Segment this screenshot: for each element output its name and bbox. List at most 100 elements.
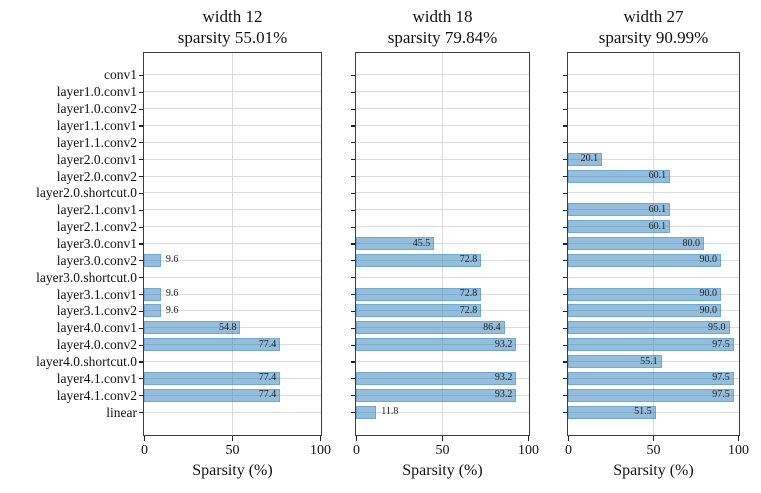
- gridline-horizontal: [356, 209, 529, 211]
- gridline-horizontal: [568, 226, 739, 228]
- y-tick-mark: [138, 192, 143, 195]
- y-tick-mark: [138, 293, 143, 296]
- gridline-horizontal: [144, 361, 321, 362]
- gridline-horizontal: [144, 108, 321, 110]
- bar-value-label: 11.8: [381, 406, 399, 418]
- bar-value-label: 90.0: [699, 288, 718, 300]
- y-tick-label: layer2.0.conv1: [56, 151, 137, 167]
- bar: [144, 388, 281, 402]
- gridline-horizontal: [568, 394, 739, 396]
- y-tick-label: layer3.0.conv1: [56, 236, 137, 251]
- bar: [356, 304, 482, 318]
- gridline-horizontal: [356, 226, 529, 228]
- bar-value-label: 80.0: [682, 237, 701, 249]
- subplot-title-line2: sparsity 90.99%: [598, 28, 709, 47]
- bar-value-label: 93.2: [494, 338, 513, 350]
- y-tick-label: layer4.1.conv1: [56, 370, 137, 386]
- bar: [568, 220, 671, 234]
- y-tick-mark: [562, 108, 567, 110]
- bar: [568, 405, 656, 419]
- gridline-horizontal: [568, 310, 739, 312]
- bar: [568, 253, 721, 267]
- bar-value-label: 77.4: [258, 389, 277, 401]
- y-tick-mark: [138, 175, 143, 178]
- y-tick-mark: [562, 159, 567, 161]
- bar: [144, 253, 161, 267]
- y-tick-mark: [562, 378, 567, 380]
- y-tick-mark: [350, 293, 355, 296]
- gridline-horizontal: [356, 108, 529, 110]
- gridline-horizontal: [144, 125, 321, 126]
- bar-value-label: 54.8: [218, 321, 237, 333]
- bar-value-label: 9.6: [165, 254, 179, 266]
- gridline-horizontal: [356, 361, 529, 362]
- gridline-vertical: [231, 53, 233, 435]
- gridline-horizontal: [144, 209, 321, 211]
- y-tick-mark: [138, 125, 143, 127]
- y-tick-mark: [138, 159, 143, 161]
- gridline-horizontal: [356, 175, 529, 177]
- y-tick-label: layer3.0.shortcut.0: [36, 269, 137, 285]
- subplot-width-18: width 18 sparsity 79.84% 45.5 72.8 72.8 72.8 8…: [350, 0, 539, 493]
- y-tick-label: layer1.1.conv1: [56, 118, 137, 133]
- x-tick-mark: [355, 436, 358, 441]
- bar: [568, 203, 671, 217]
- bar-value-label: 60.1: [648, 220, 667, 232]
- gridline-horizontal: [144, 141, 321, 143]
- plot-area: 45.5 72.8 72.8 72.8 86.4 93.2 93.2 93.2 11.8: [355, 52, 530, 436]
- x-tick-mark: [441, 436, 444, 441]
- y-tick-mark: [350, 310, 355, 313]
- y-tick-mark: [562, 411, 567, 414]
- gridline-horizontal: [356, 293, 529, 295]
- y-tick-mark: [562, 142, 567, 144]
- x-tick-label: 100: [728, 443, 749, 458]
- y-tick-label: layer2.1.conv2: [56, 219, 137, 235]
- y-tick-label: layer4.0.shortcut.0: [36, 354, 137, 369]
- bar: [356, 371, 517, 385]
- bar: [356, 253, 482, 267]
- y-tick-label: layer2.0.shortcut.0: [36, 185, 137, 201]
- x-tick-mark: [319, 436, 322, 441]
- bar-value-label: 55.1: [640, 355, 658, 367]
- y-tick-mark: [562, 395, 567, 397]
- gridline-horizontal: [568, 276, 739, 278]
- y-tick-mark: [350, 277, 355, 279]
- y-tick-label: layer3.1.conv1: [56, 286, 137, 302]
- bar: [144, 304, 161, 318]
- y-tick-mark: [350, 125, 355, 127]
- gridline-horizontal: [144, 226, 321, 228]
- y-tick-mark: [350, 209, 355, 211]
- y-tick-mark: [138, 361, 143, 363]
- gridline-horizontal: [144, 74, 321, 76]
- gridline-horizontal: [356, 276, 529, 278]
- gridline-horizontal: [568, 259, 739, 261]
- gridline-horizontal: [144, 344, 321, 346]
- y-tick-mark: [562, 293, 567, 296]
- y-tick-mark: [138, 327, 143, 329]
- y-tick-mark: [138, 74, 143, 77]
- y-tick-label: layer2.1.conv1: [56, 202, 137, 218]
- gridline-horizontal: [568, 158, 739, 160]
- x-tick-label: 50: [435, 443, 450, 458]
- gridline-horizontal: [356, 411, 529, 413]
- y-tick-mark: [562, 125, 567, 127]
- gridline-horizontal: [568, 209, 739, 211]
- gridline-horizontal: [356, 91, 529, 93]
- x-tick-label: 0: [353, 443, 360, 458]
- gridline-horizontal: [144, 377, 321, 379]
- y-tick-mark: [138, 260, 143, 262]
- gridline-horizontal: [568, 411, 739, 413]
- gridline-horizontal: [568, 175, 739, 177]
- y-tick-mark: [350, 159, 355, 161]
- y-tick-mark: [350, 142, 355, 144]
- y-tick-label: layer4.1.conv2: [56, 387, 137, 403]
- bar-value-label: 97.5: [712, 372, 730, 384]
- gridline-horizontal: [144, 158, 321, 160]
- y-tick-mark: [350, 395, 355, 397]
- gridline-horizontal: [568, 361, 739, 362]
- y-tick-mark: [350, 361, 355, 363]
- x-tick-mark: [652, 436, 655, 441]
- y-tick-label: layer4.0.conv1: [56, 320, 137, 336]
- y-tick-label: layer1.0.conv1: [56, 84, 137, 100]
- gridline-horizontal: [568, 377, 739, 379]
